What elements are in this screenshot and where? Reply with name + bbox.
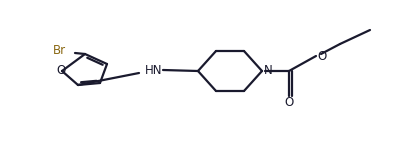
Text: HN: HN (145, 64, 163, 78)
Text: O: O (317, 49, 327, 62)
Text: Br: Br (53, 44, 66, 57)
Text: N: N (263, 64, 272, 78)
Text: O: O (56, 64, 66, 78)
Text: O: O (284, 96, 293, 109)
